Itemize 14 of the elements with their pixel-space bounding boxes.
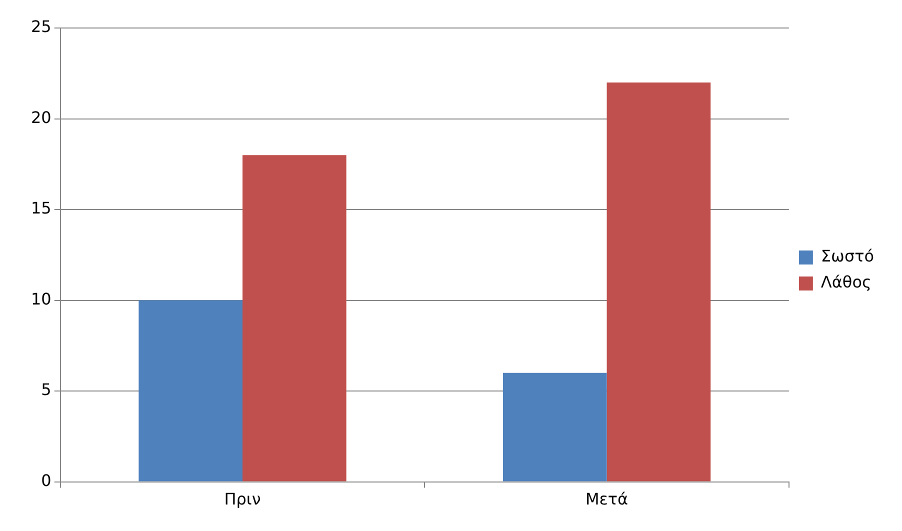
bar bbox=[138, 300, 242, 482]
y-tick-label: 20 bbox=[31, 108, 52, 127]
bar bbox=[606, 82, 711, 482]
x-tick-label: Πριν bbox=[224, 490, 261, 509]
legend-label: Σωστό bbox=[820, 246, 874, 266]
y-tick-label: 5 bbox=[41, 380, 52, 400]
x-tick-label: Μετά bbox=[585, 490, 628, 509]
bar bbox=[502, 372, 607, 482]
y-tick-label: 25 bbox=[31, 17, 52, 36]
legend-label: Λάθος bbox=[820, 272, 872, 292]
y-tick-label: 10 bbox=[31, 289, 52, 308]
bar bbox=[242, 155, 346, 482]
y-tick-label: 0 bbox=[41, 470, 52, 490]
y-tick-label: 15 bbox=[31, 198, 52, 218]
